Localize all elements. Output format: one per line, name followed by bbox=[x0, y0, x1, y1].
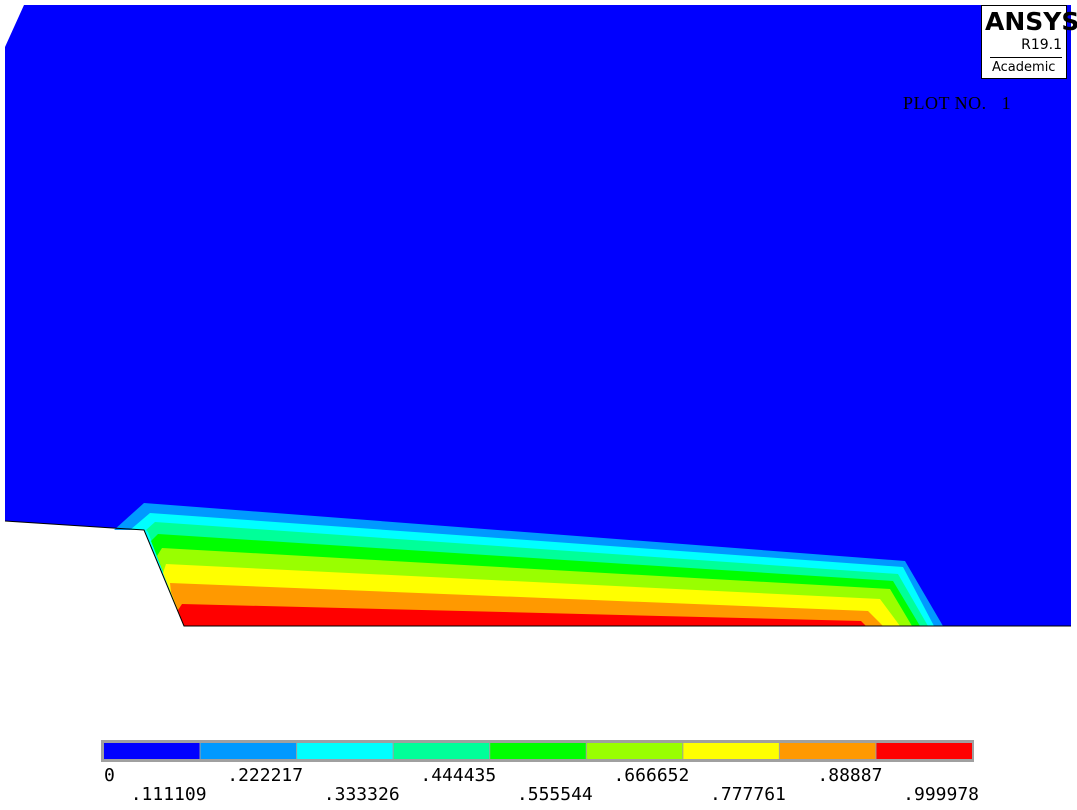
logo-edition: Academic bbox=[992, 60, 1056, 75]
legend-tick-label: .555544 bbox=[516, 784, 593, 805]
legend-swatch bbox=[490, 743, 586, 759]
logo-brand: ANSYS bbox=[985, 7, 1077, 36]
legend-tick-label: .111109 bbox=[130, 784, 207, 805]
model-region bbox=[5, 5, 1071, 626]
legend-swatch bbox=[779, 743, 876, 759]
legend-tick-label: 0 bbox=[104, 765, 115, 786]
plot-number: PLOT NO. 1 bbox=[903, 93, 1012, 113]
legend-tick-label: .444435 bbox=[420, 765, 497, 786]
logo-divider bbox=[990, 57, 1062, 58]
legend-swatch bbox=[876, 743, 972, 759]
legend-tick-label: .666652 bbox=[613, 765, 690, 786]
legend-swatch bbox=[104, 743, 200, 759]
legend-swatch bbox=[393, 743, 490, 759]
legend-tick-label: .777761 bbox=[710, 784, 786, 805]
ansys-logo: ANSYS R19.1 Academic bbox=[981, 5, 1077, 79]
logo-revision: R19.1 bbox=[1021, 37, 1062, 53]
model-outline bbox=[4, 520, 1071, 627]
legend-swatch bbox=[683, 743, 779, 759]
legend-swatch bbox=[297, 743, 393, 759]
legend-swatch bbox=[586, 743, 683, 759]
legend-tick-label: .222217 bbox=[227, 765, 304, 786]
contour-band-8 bbox=[178, 604, 866, 626]
legend-tick-label: .999978 bbox=[903, 784, 979, 805]
legend-tick-label: .333326 bbox=[323, 784, 400, 805]
legend-swatch bbox=[200, 743, 297, 759]
legend-color-bar bbox=[101, 740, 974, 762]
legend-tick-label: .88887 bbox=[817, 765, 883, 786]
